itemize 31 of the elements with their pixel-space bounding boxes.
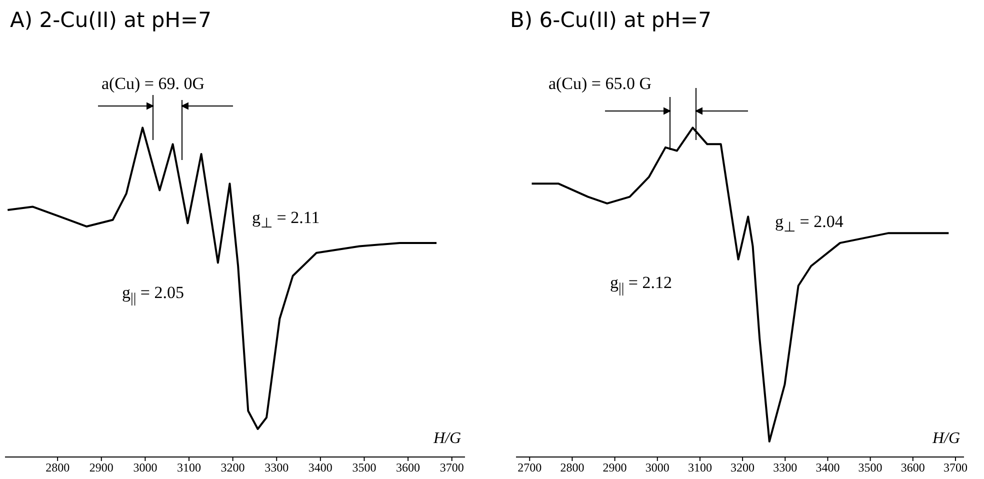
x-tick-label: 2900 (602, 460, 627, 475)
annotation: g$_{||}$ = 2.05 (122, 283, 184, 308)
x-tick-label: 3500 (352, 460, 376, 475)
x-tick-label: 3100 (177, 460, 201, 475)
x-tick-label: 3700 (943, 460, 968, 475)
x-tick-label: 2800 (560, 460, 584, 475)
x-tick-label: 3600 (396, 460, 420, 475)
annotation: g$_{⊥}$ = 2.04 (775, 212, 844, 236)
text: a(Cu) = 65.0 G (548, 74, 652, 94)
x-axis-title: H/G (932, 430, 960, 448)
x-tick-label: 3200 (730, 460, 755, 475)
annotation: g$_{||}$ = 2.12 (610, 273, 672, 298)
x-tick-label: 3000 (645, 460, 670, 475)
x-tick-label: 2900 (89, 460, 114, 475)
x-tick-label: 3400 (308, 460, 332, 475)
x-tick-label: 2700 (518, 460, 542, 475)
x-tick-label: 3000 (133, 460, 158, 475)
x-tick-label: 3500 (858, 460, 882, 475)
chart-title: B) 6-Cu(II) at pH=7 (510, 8, 712, 32)
x-tick-label: 2800 (46, 460, 70, 475)
x-axis-title: H/G (433, 430, 461, 448)
x-tick-label: 3100 (688, 460, 712, 475)
x-tick-label: 3300 (264, 460, 289, 475)
chart-title: A) 2-Cu(II) at pH=7 (10, 8, 212, 32)
x-tick-label: 3300 (773, 460, 798, 475)
text: a(Cu) = 69. 0G (101, 74, 205, 94)
x-tick-label: 3200 (220, 460, 245, 475)
x-tick-label: 3600 (900, 460, 925, 475)
x-tick-label: 3400 (816, 460, 840, 475)
x-tick-label: 3700 (440, 460, 464, 475)
annotation: g$_{⊥}$ = 2.11 (252, 208, 320, 232)
